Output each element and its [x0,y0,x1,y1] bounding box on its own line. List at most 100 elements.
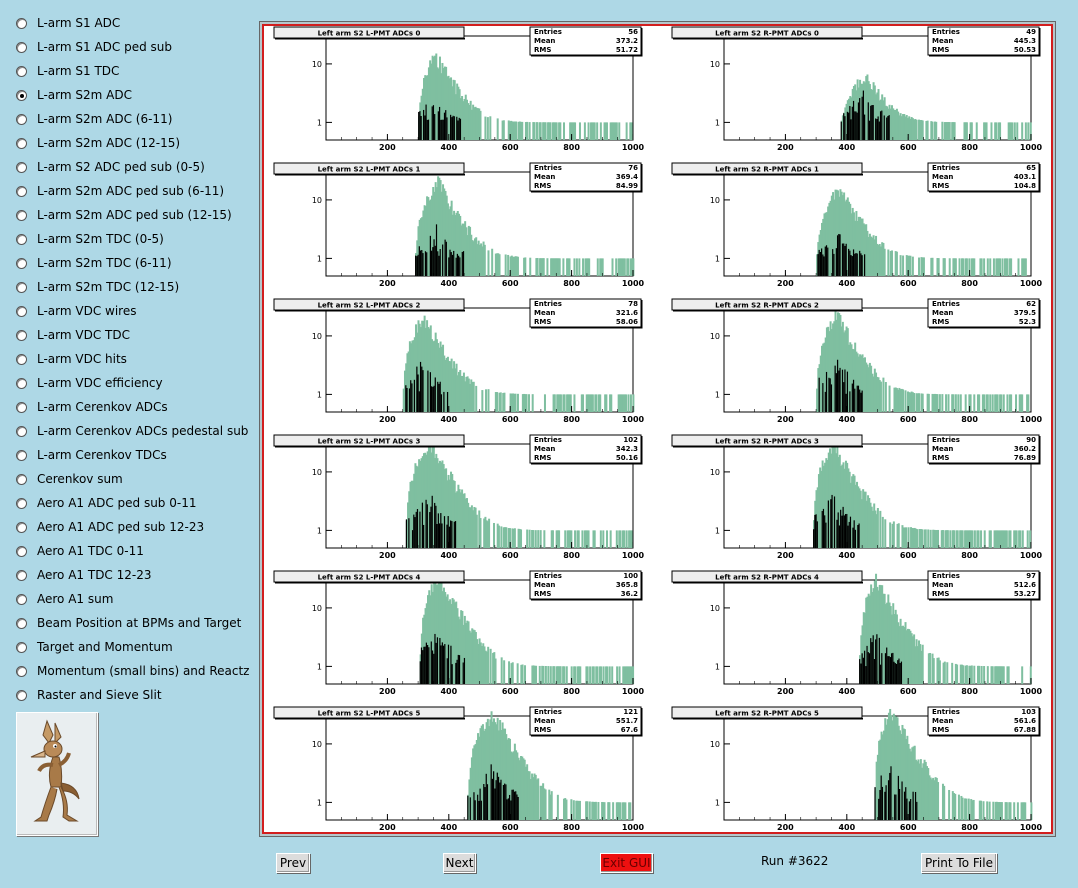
radio-option[interactable]: L-arm VDC efficiency [16,373,254,393]
histogram-bin-dark [441,119,443,140]
radio-option[interactable]: Target and Momentum [16,637,254,657]
radio-option[interactable]: Aero A1 ADC ped sub 0-11 [16,493,254,513]
histogram-bin [456,608,459,684]
histogram-bin [904,622,907,684]
radio-option[interactable]: L-arm VDC TDC [16,325,254,345]
histogram-bin [982,801,985,820]
radio-button-icon[interactable] [16,473,27,485]
radio-option[interactable]: Aero A1 TDC 12-23 [16,565,254,585]
radio-button-icon[interactable] [16,353,27,365]
radio-button-icon[interactable] [16,185,27,197]
histogram-bin [588,394,591,412]
radio-button-icon[interactable] [16,161,27,173]
histogram-bin [840,191,843,276]
radio-button-icon[interactable] [16,137,27,149]
histogram-bin [503,392,506,412]
radio-option[interactable]: L-arm S1 ADC ped sub [16,37,254,57]
stats-key: RMS [534,46,551,54]
radio-button-icon[interactable] [16,113,27,125]
radio-option[interactable]: L-arm S2m TDC (12-15) [16,277,254,297]
radio-button-icon[interactable] [16,377,27,389]
histogram-bin [933,121,936,140]
histogram-bin-dark [469,797,472,820]
radio-option[interactable]: L-arm S1 TDC [16,61,254,81]
radio-button-icon[interactable] [16,425,27,437]
radio-option[interactable]: Raster and Sieve Slit [16,685,254,705]
histogram-title: Left arm S2 R-PMT ADCs 5 [715,710,819,718]
radio-option[interactable]: L-arm S2 ADC ped sub (0-5) [16,157,254,177]
histogram-bin-dark [447,516,450,548]
radio-button-icon[interactable] [16,641,27,653]
histogram-bin [459,370,462,412]
radio-button-icon[interactable] [16,401,27,413]
radio-button-icon[interactable] [16,521,27,533]
radio-button-icon[interactable] [16,617,27,629]
radio-button-icon[interactable] [16,665,27,677]
histogram-bin [847,468,850,548]
radio-button-icon[interactable] [16,449,27,461]
histogram-bin [451,598,454,684]
radio-button-icon[interactable] [16,209,27,221]
radio-button-icon[interactable] [16,689,27,701]
histogram-bin-dark [437,111,440,140]
histogram-bin [887,712,890,820]
radio-option[interactable]: L-arm Cerenkov ADCs [16,397,254,417]
histogram-bin [868,362,871,412]
radio-option[interactable]: L-arm S2m ADC (12-15) [16,133,254,153]
radio-option[interactable]: L-arm S2m TDC (6-11) [16,253,254,273]
radio-option[interactable]: Momentum (small bins) and Reactz [16,661,254,681]
radio-option[interactable]: L-arm S1 ADC [16,13,254,33]
histogram-bin [1002,666,1005,684]
radio-option[interactable]: L-arm S2m ADC (6-11) [16,109,254,129]
histogram-bin [461,610,464,684]
radio-option[interactable]: L-arm VDC hits [16,349,254,369]
radio-button-icon[interactable] [16,65,27,77]
histogram-bin [932,658,935,684]
radio-button-icon[interactable] [16,41,27,53]
histogram-bin [870,365,873,412]
histogram-bin [1029,122,1032,140]
radio-button-icon[interactable] [16,305,27,317]
radio-option[interactable]: L-arm Cerenkov ADCs pedestal sub [16,421,254,441]
radio-button-icon[interactable] [16,89,27,101]
histogram-bin [566,258,569,276]
radio-option[interactable]: Beam Position at BPMs and Target [16,613,254,633]
radio-option[interactable]: L-arm S2m ADC [16,85,254,105]
histogram-bin [571,122,574,140]
radio-option[interactable]: L-arm VDC wires [16,301,254,321]
radio-option[interactable]: L-arm S2m TDC (0-5) [16,229,254,249]
histogram-bin-dark [456,116,458,140]
stats-key: Entries [534,300,562,308]
histogram-bin [455,363,458,412]
radio-button-icon[interactable] [16,281,27,293]
radio-option[interactable]: Aero A1 TDC 0-11 [16,541,254,561]
histogram-bin [846,328,849,412]
radio-button-icon[interactable] [16,545,27,557]
radio-button-icon[interactable] [16,257,27,269]
prev-button[interactable]: Prev [276,853,310,873]
histogram-bin [522,758,525,820]
histogram-bin-dark [428,647,430,684]
histogram-bin [529,257,532,276]
histogram-bin [995,666,998,684]
radio-button-icon[interactable] [16,329,27,341]
radio-button-icon[interactable] [16,497,27,509]
histogram-bin [954,663,957,684]
radio-option[interactable]: Aero A1 ADC ped sub 12-23 [16,517,254,537]
histogram-bin-dark [499,782,501,820]
next-button[interactable]: Next [443,853,476,873]
histogram-bin [863,82,866,140]
histogram-bin [585,801,588,820]
radio-option[interactable]: Aero A1 sum [16,589,254,609]
radio-option[interactable]: L-arm S2m ADC ped sub (12-15) [16,205,254,225]
radio-button-icon[interactable] [16,593,27,605]
radio-option[interactable]: L-arm S2m ADC ped sub (6-11) [16,181,254,201]
radio-button-icon[interactable] [16,569,27,581]
print-to-file-button[interactable]: Print To File [921,853,997,873]
radio-option[interactable]: L-arm Cerenkov TDCs [16,445,254,465]
exit-gui-button[interactable]: Exit GUI [600,853,653,873]
radio-button-icon[interactable] [16,17,27,29]
radio-button-icon[interactable] [16,233,27,245]
radio-option[interactable]: Cerenkov sum [16,469,254,489]
histogram-bin [415,324,418,412]
